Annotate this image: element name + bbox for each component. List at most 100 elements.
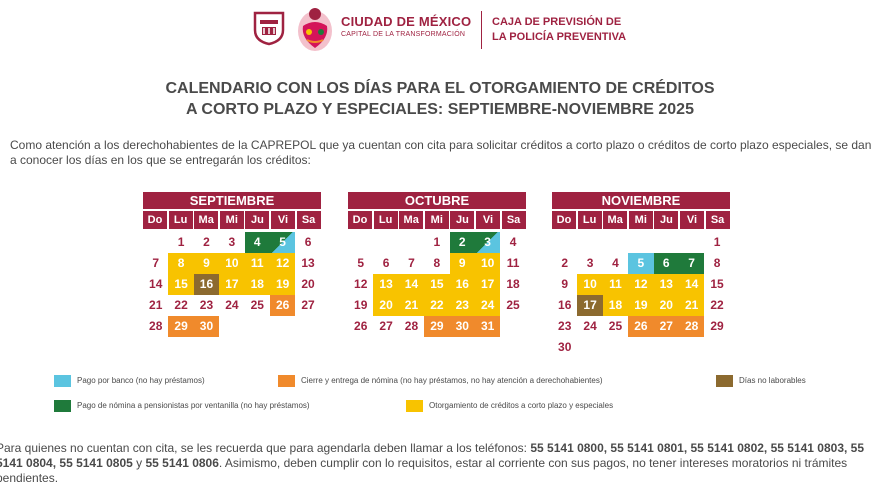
day-cell: 15 [168,274,194,295]
weekday-header-row: Do Lu Ma Mi Ju Vi Sa [552,211,730,229]
footer-phones-2: 55 5141 0803, 55 5141 0804, 55 5141 0805 [0,441,865,470]
footer-text-1: Para quienes no cuentan con cita, se les… [0,441,531,455]
day-cell: 31 [474,316,501,337]
weekday-label: Lu [577,211,602,229]
day-cell: 2 [203,235,210,249]
legend-swatch-yellow [406,400,423,412]
header-divider [481,11,482,49]
day-cell: 2 [449,232,475,253]
day-cell: 7 [408,256,415,270]
weekday-label: Sa [296,211,321,229]
day-cell: 28 [678,316,705,337]
day-cell: 13 [373,274,399,295]
day-cell: 11 [506,256,520,270]
empty-cell [654,232,679,253]
day-cell: 26 [628,316,654,337]
weekday-label: Mi [628,211,653,229]
day-cell: 24 [474,295,501,316]
day-cell: 16 [193,274,220,295]
day-cell: 14 [149,277,163,291]
weekday-label: Vi [475,211,500,229]
month-header: OCTUBRE [348,192,526,209]
day-cell: 17 [474,274,501,295]
day-cell: 19 [354,298,368,312]
empty-cell [603,232,628,253]
day-cell: 6 [382,256,390,270]
org-name-line-2: LA POLICÍA PREVENTIVA [492,31,627,43]
day-cell: 13 [653,274,679,295]
weekday-label: Lu [373,211,398,229]
day-grid: 1 2 3 4 5 6 7 8 9 10 11 12 13 14 15 16 17 18 19 20 21 22 23 24 2… [348,232,526,337]
legend-item-non-working-days: Días no laborables [716,375,806,387]
day-cell: 30 [449,316,475,337]
day-cell: 20 [301,277,315,291]
day-cell: 5 [357,256,365,270]
day-cell: 2 [561,256,569,270]
day-cell: 11 [244,253,270,274]
day-grid: 1 2 3 4 5 6 7 8 9 10 11 12 13 14 15 16 17 18 19 20 21 22 23 24 2… [552,232,730,358]
day-cell: 3 [228,235,236,249]
calendar-november: NOVIEMBRE Do Lu Ma Mi Ju Vi Sa 1 2 3 4 5 6 7 8 9 10 11 12 13… [552,192,730,358]
weekday-label: Ju [450,211,475,229]
day-cell: 4 [612,256,619,270]
weekday-label: Vi [679,211,704,229]
day-cell: 29 [424,316,450,337]
day-cell: 6 [304,235,312,249]
weekday-header-row: Do Lu Ma Mi Ju Vi Sa [348,211,526,229]
weekday-label: Sa [705,211,730,229]
weekday-label: Lu [168,211,193,229]
empty-cell [577,232,602,253]
day-cell: 28 [404,319,419,333]
day-cell: 9 [561,277,569,291]
day-cell: 5 [628,253,654,274]
legend-item-credit-granting: Otorgamiento de créditos a corto plazo y… [406,400,613,412]
calendar-september: SEPTIEMBRE Do Lu Ma Mi Ju Vi Sa 1 2 3 4 5 6 7 8 9 10 11 12 1… [143,192,321,337]
day-cell: 6 [653,253,679,274]
day-cell: 21 [678,295,705,316]
empty-cell [679,232,704,253]
legend-label-orange: Cierre y entrega de nómina (no hay prést… [301,376,603,386]
weekday-label: Ma [194,211,219,229]
footer-text-2: y [132,456,146,470]
org-name-line-1: CAJA DE PREVISIÓN DE [492,16,622,28]
day-grid: 1 2 3 4 5 6 7 8 9 10 11 12 13 14 15 16 17 18 19 20 21 22 23 24 2… [143,232,321,337]
month-header: NOVIEMBRE [552,192,730,209]
day-cell: 10 [219,253,245,274]
day-cell: 27 [653,316,679,337]
weekday-header-row: Do Lu Ma Mi Ju Vi Sa [143,211,321,229]
day-cell: 22 [174,298,188,312]
legend-item-bank-payment: Pago por banco (no hay préstamos) [54,375,205,387]
weekday-label: Mi [219,211,244,229]
city-name: CIUDAD DE MÉXICO [341,14,472,29]
calendar-october: OCTUBRE Do Lu Ma Mi Ju Vi Sa 1 2 3 4 5 6 7 8 9 10 11 12 13 14… [348,192,526,337]
day-cell: 21 [149,298,163,312]
day-cell: 9 [193,253,220,274]
empty-cell [399,232,424,253]
day-cell: 23 [558,319,572,333]
day-cell: 29 [168,316,194,337]
day-cell: 5 [269,232,296,253]
day-cell: 12 [269,253,296,274]
day-cell: 18 [244,274,270,295]
day-cell: 3 [586,256,594,270]
empty-cell [552,232,577,253]
shield-logo-icon [253,11,285,46]
day-cell: 20 [653,295,679,316]
intro-paragraph: Como atención a los derechohabientes de … [10,138,872,167]
empty-cell [373,232,398,253]
city-slogan: CAPITAL DE LA TRANSFORMACIÓN [341,31,466,38]
day-cell: 4 [509,235,517,249]
day-cell: 12 [628,274,654,295]
day-cell: 10 [577,274,603,295]
legend-label-blue: Pago por banco (no hay préstamos) [77,376,205,386]
day-cell: 28 [149,319,163,333]
day-cell: 25 [506,298,520,312]
legend-item-pensioner-payment: Pago de nómina a pensionistas por ventan… [54,400,310,412]
day-cell: 11 [602,274,629,295]
day-cell: 13 [301,256,315,270]
weekday-label: Sa [501,211,526,229]
month-header: SEPTIEMBRE [143,192,321,209]
weekday-label: Ma [399,211,424,229]
legend-label-brown: Días no laborables [739,376,806,386]
weekday-label: Ju [245,211,270,229]
